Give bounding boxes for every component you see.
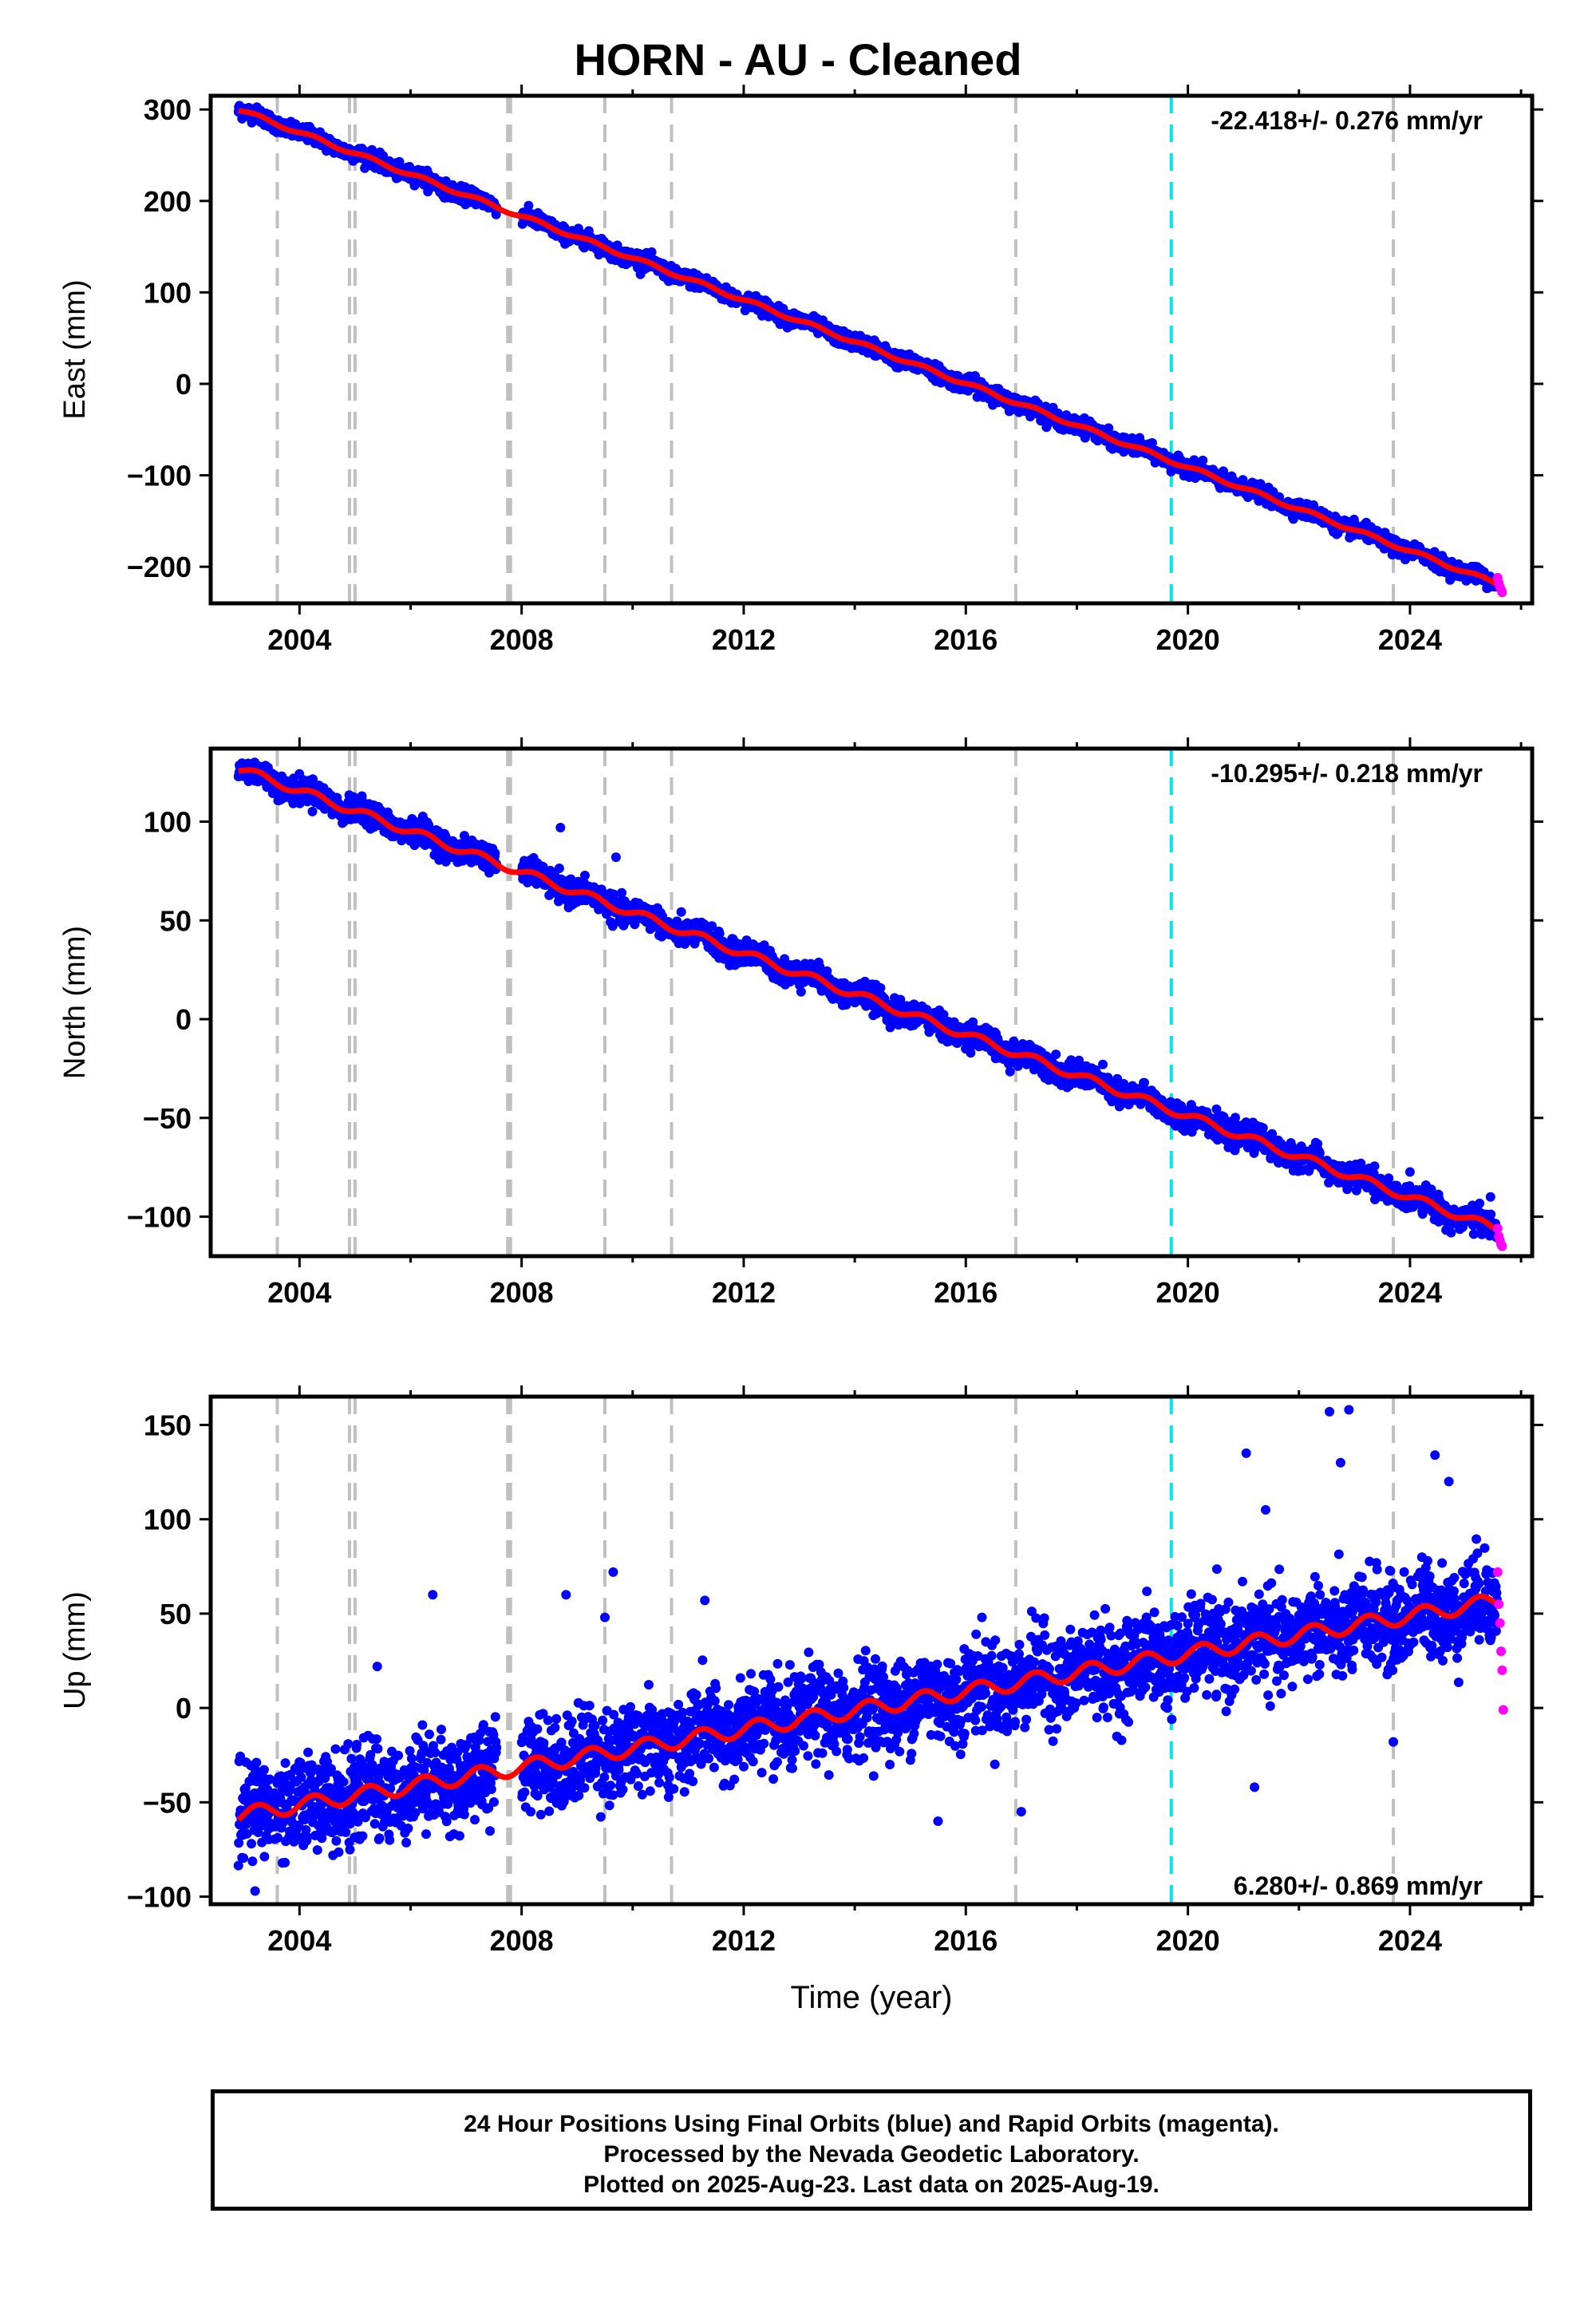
data-point bbox=[538, 862, 548, 871]
data-point bbox=[1104, 423, 1114, 433]
y-tick-label: 0 bbox=[176, 368, 192, 401]
data-point bbox=[566, 874, 576, 884]
x-tick-label: 2012 bbox=[712, 623, 776, 656]
y-tick-label: −100 bbox=[127, 460, 192, 492]
y-tick-label: 300 bbox=[144, 93, 192, 126]
data-point bbox=[394, 156, 405, 167]
data-point bbox=[491, 209, 501, 219]
y-tick-label: 100 bbox=[144, 276, 192, 309]
data-point bbox=[523, 200, 534, 211]
x-tick-label: 2016 bbox=[934, 623, 998, 656]
data-point bbox=[490, 848, 500, 859]
y-tick-label: 200 bbox=[144, 185, 192, 218]
panel-frame bbox=[208, 93, 1535, 606]
data-point bbox=[796, 986, 806, 997]
data-point bbox=[554, 864, 564, 873]
rate-label: -22.418+/- 0.276 mm/yr bbox=[1211, 106, 1483, 135]
data-point bbox=[609, 889, 619, 899]
panel-north: 2004 2008 2012 2016 2020 2024100500−50−100Nor… bbox=[58, 737, 1543, 1309]
data-point bbox=[459, 831, 469, 841]
x-tick-label: 2020 bbox=[1156, 623, 1220, 656]
panel-east: 2004 2008 2012 2016 2020 2024 300 200 100 0 −100 −2… bbox=[58, 85, 1543, 656]
data-point bbox=[580, 871, 590, 880]
data-point bbox=[308, 774, 318, 785]
y-tick-label: −200 bbox=[127, 551, 192, 583]
data-point bbox=[676, 907, 686, 917]
data-point bbox=[646, 247, 657, 257]
model-fit-line bbox=[238, 108, 1502, 589]
x-tick-label: 2024 bbox=[1378, 623, 1442, 656]
y-axis-label: East (mm) bbox=[58, 279, 92, 419]
plot-area-east bbox=[233, 96, 1507, 603]
plot-area-north bbox=[233, 749, 1507, 1256]
data-point bbox=[1147, 438, 1157, 448]
data-point bbox=[714, 928, 725, 939]
data-point bbox=[307, 806, 318, 816]
rapid-orbit-point bbox=[1497, 587, 1507, 598]
data-point bbox=[1198, 455, 1208, 465]
data-point bbox=[780, 954, 790, 964]
data-point bbox=[617, 887, 627, 898]
x-tick-label: 2004 bbox=[267, 623, 331, 656]
data-point bbox=[707, 921, 717, 931]
x-tick-label: 2008 bbox=[490, 623, 554, 656]
